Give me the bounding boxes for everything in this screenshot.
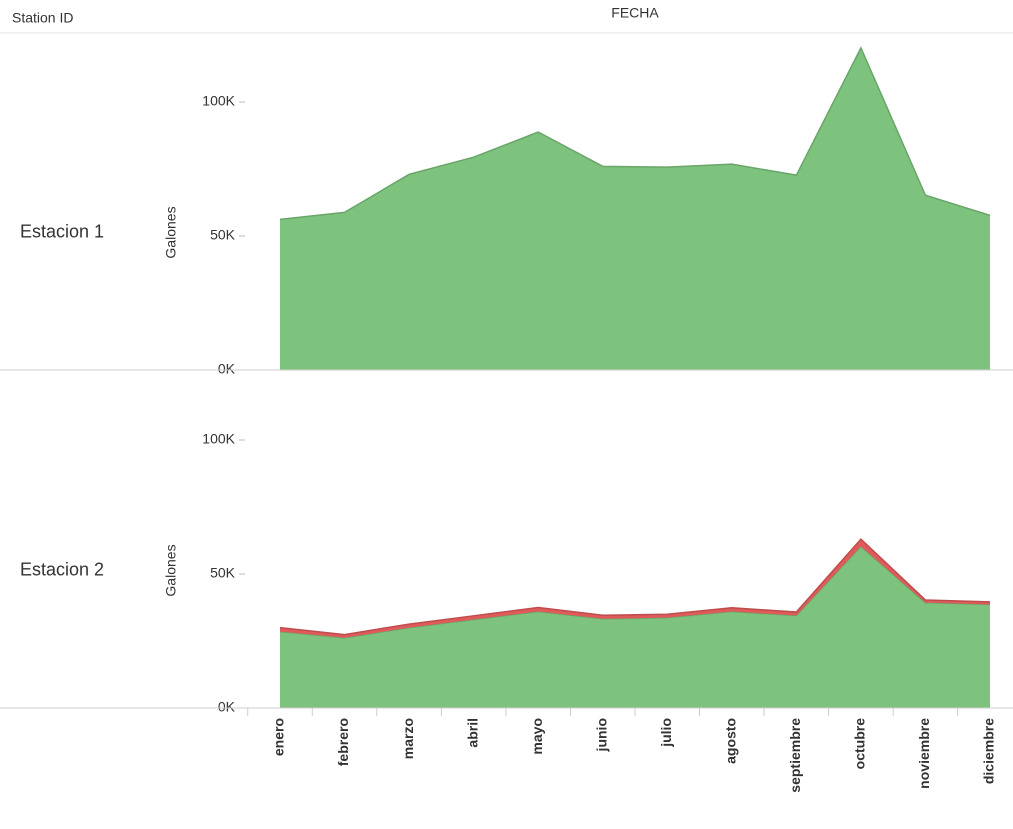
y-axis-label: Galones (163, 206, 179, 258)
area (280, 539, 990, 638)
x-tick-label: agosto (723, 718, 739, 764)
x-tick-label: enero (271, 718, 287, 756)
y-axis-label: Galones (163, 544, 179, 596)
area-line (279, 46, 991, 221)
y-tick-label: 50K (210, 565, 236, 581)
x-tick-label: febrero (335, 718, 351, 766)
row-label: Estacion 1 (20, 221, 104, 241)
x-tick-label: julio (658, 718, 674, 748)
x-tick-label: septiembre (787, 718, 803, 793)
x-tick-label: abril (464, 718, 480, 748)
x-tick-label: junio (593, 718, 609, 752)
y-tick-label: 100K (202, 431, 235, 447)
row-label: Estacion 2 (20, 559, 104, 579)
y-tick-label: 100K (202, 93, 235, 109)
x-tick-label: mayo (529, 718, 545, 755)
x-tick-label: diciembre (981, 718, 997, 784)
area-line (279, 538, 991, 636)
area (280, 47, 990, 370)
x-tick-label: marzo (400, 718, 416, 759)
x-tick-label: noviembre (916, 718, 932, 789)
y-tick-label: 0K (218, 699, 236, 715)
x-tick-label: octubre (852, 718, 868, 770)
row-header: Station ID (12, 10, 73, 26)
area (280, 546, 990, 708)
y-tick-label: 50K (210, 227, 236, 243)
column-header: FECHA (611, 5, 659, 21)
y-tick-label: 0K (218, 361, 236, 377)
